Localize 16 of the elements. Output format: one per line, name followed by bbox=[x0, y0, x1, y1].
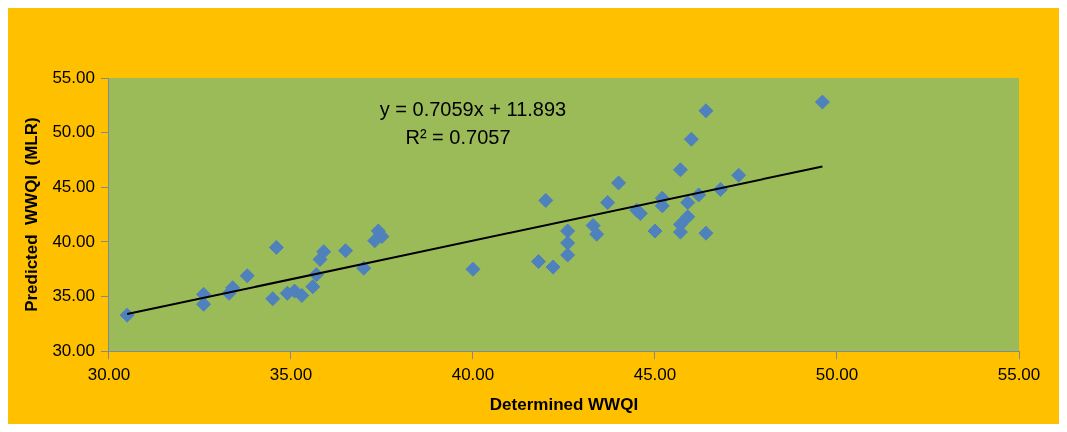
y-tick-label: 35.00 bbox=[52, 286, 95, 306]
x-tick-label: 45.00 bbox=[633, 365, 677, 385]
y-tick-label: 50.00 bbox=[52, 122, 95, 142]
x-tick-label: 55.00 bbox=[997, 365, 1041, 385]
x-tick-label: 40.00 bbox=[451, 365, 495, 385]
x-tick-label: 35.00 bbox=[269, 365, 313, 385]
x-axis-title: Determined WWQI bbox=[489, 395, 639, 415]
annotation: y = 0.7059x + 11.893 bbox=[379, 97, 567, 120]
y-axis-title: Predicted WWQI (MLR) bbox=[21, 117, 41, 312]
x-tick-label: 50.00 bbox=[815, 365, 859, 385]
x-tick-label: 30.00 bbox=[87, 365, 131, 385]
y-tick-label: 45.00 bbox=[52, 176, 95, 196]
y-tick-label: 40.00 bbox=[52, 231, 95, 251]
y-tick-label: 30.00 bbox=[52, 340, 95, 360]
annotation: R² = 0.7057 bbox=[405, 125, 511, 148]
y-tick-label: 55.00 bbox=[52, 67, 95, 87]
